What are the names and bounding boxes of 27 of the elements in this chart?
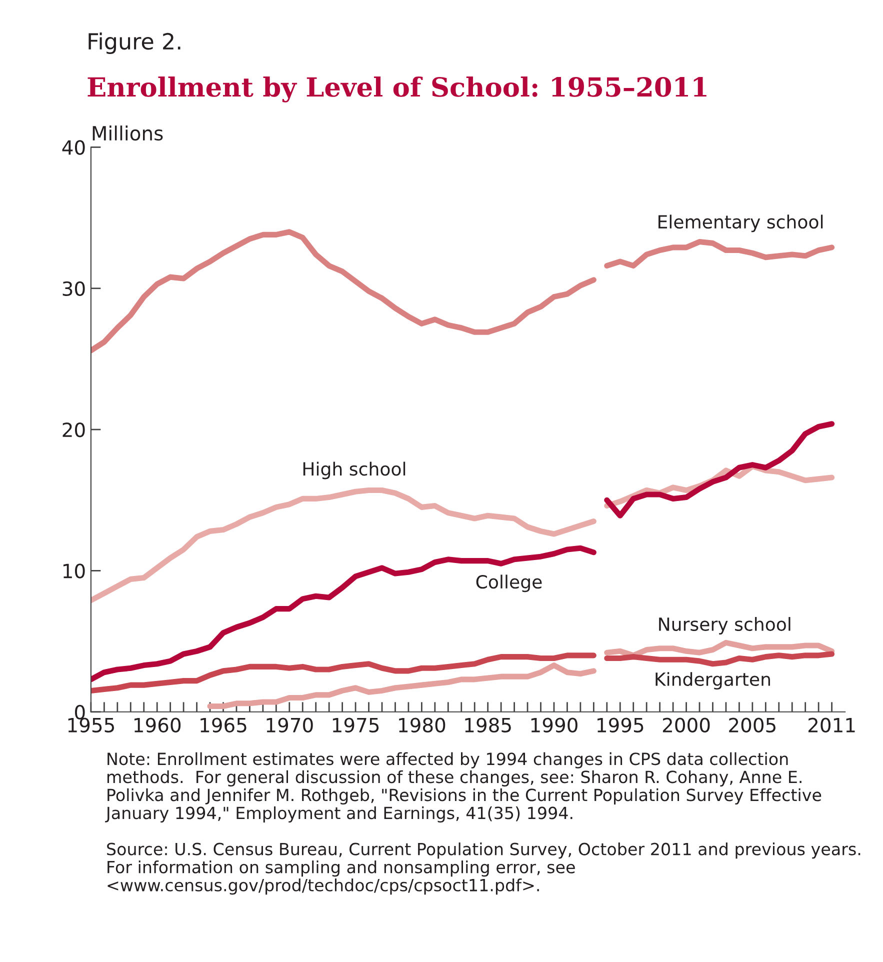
text: Note: Enrollment estimates were affected by 1994 changes in CPS data collection methods. For general discussion of these changes, see: Sharon R. Cohany, Anne E. Polivka and Jennifer M. Rothgeb, "Revisions in the Current Population Survey Effective January 1994," Employment and Earnings, 41(35) 1994.: [105, 752, 822, 823]
source-note: Source: U.S. Census Bureau, Current Population Survey, October 2011 and previous years. For information on sampling and nonsampling error, see <www.census.gov/prod/techdoc/cps/cpsoct11.pdf>.: [107, 842, 860, 895]
y-tick-label: 0: [75, 704, 85, 720]
series-label: College: [476, 574, 542, 592]
x-tick-label: 1965: [200, 718, 246, 732]
series-label: Nursery school: [659, 617, 790, 634]
x-tick-label: 1990: [531, 718, 578, 732]
y-tick-label: 20: [62, 422, 85, 438]
series-label: High school: [303, 462, 406, 480]
y-axis-title: Millions: [92, 126, 163, 141]
series-label: Elementary school: [658, 214, 823, 232]
chart-subtitle: Figure 2.: [88, 32, 180, 54]
y-tick-label: 30: [62, 281, 85, 296]
x-tick-label: 1985: [465, 718, 511, 732]
x-tick-label: 1970: [266, 718, 313, 732]
x-tick-label: 1960: [134, 718, 181, 732]
x-tick-label: 2005: [729, 718, 776, 732]
x-tick-label: 1995: [598, 718, 644, 732]
x-tick-label: 1975: [332, 718, 379, 732]
y-tick-label: 40: [62, 140, 85, 155]
y-tick-label: 10: [63, 564, 85, 578]
x-tick-label: 1955: [68, 718, 114, 732]
chart-title: Enrollment by Level of School: 1955–2011: [88, 76, 706, 102]
x-tick-label: 1980: [399, 718, 446, 732]
x-tick-label: 2000: [662, 718, 710, 732]
x-tick-label: 2011: [808, 718, 855, 732]
series-label: Kindergarten: [656, 672, 770, 690]
